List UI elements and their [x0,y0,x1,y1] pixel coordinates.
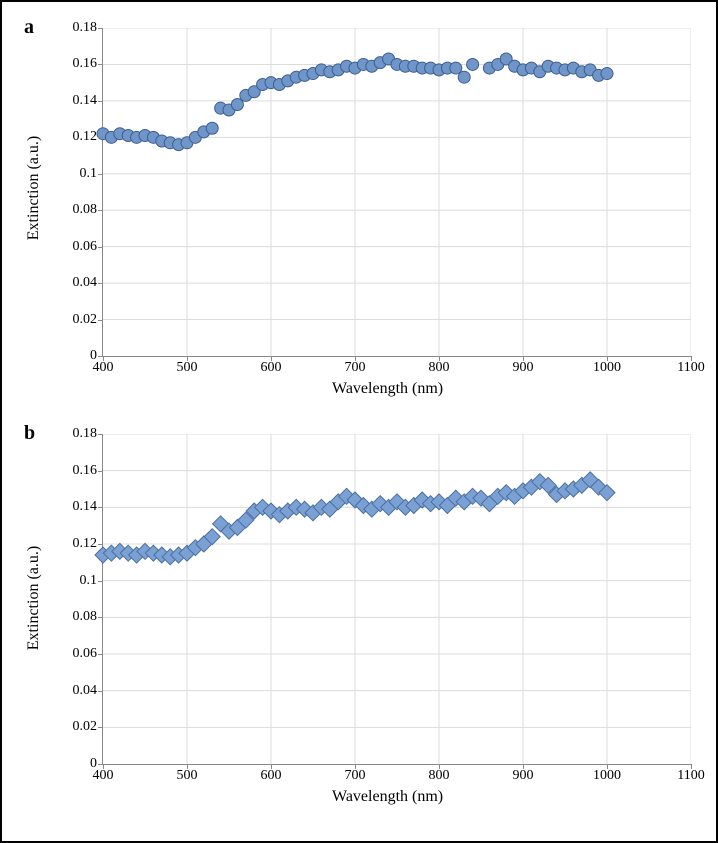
ytick-label: 0.14 [73,93,98,109]
ytick-mark [98,471,103,472]
figure-frame: a 00.020.040.060.080.10.120.140.160.1840… [0,0,718,843]
ytick-label: 0.04 [73,683,98,699]
panel-b-ylabel: Extinction (a.u.) [25,546,43,650]
ytick-label: 0.04 [73,275,98,291]
ytick-label: 0.06 [73,239,98,255]
ytick-mark [98,320,103,321]
panel-b-label-text: b [24,422,35,444]
xtick-label: 500 [177,360,198,376]
ytick-label: 0.08 [73,202,98,218]
ytick-label: 0.16 [73,463,98,479]
xtick-label: 600 [261,360,282,376]
panel-a-ylabel-text: Extinction (a.u.) [25,136,42,240]
ytick-mark [98,64,103,65]
ytick-label: 0.18 [73,426,98,442]
panel-a-xlabel-text: Wavelength (nm) [332,380,443,397]
ytick-mark [98,691,103,692]
panel-a-plot-area: 00.020.040.060.080.10.120.140.160.184005… [102,28,691,357]
panel-a-ylabel: Extinction (a.u.) [25,136,43,240]
xtick-label: 400 [93,360,114,376]
ytick-label: 0.08 [73,609,98,625]
ytick-mark [98,434,103,435]
panel-b-ylabel-text: Extinction (a.u.) [25,546,42,650]
xtick-label: 800 [429,768,450,784]
xtick-label: 900 [513,768,534,784]
panel-a-label-text: a [24,16,34,38]
data-marker [601,68,613,80]
xtick-label: 500 [177,768,198,784]
xtick-label: 600 [261,768,282,784]
ytick-label: 0.1 [80,166,98,182]
xtick-label: 800 [429,360,450,376]
ytick-label: 0.12 [73,129,98,145]
xtick-label: 1000 [593,768,621,784]
panel-b-xlabel-text: Wavelength (nm) [332,788,443,805]
xtick-label: 700 [345,360,366,376]
panel-a-markers [103,28,691,356]
panel-b-plot-area: 00.020.040.060.080.10.120.140.160.184005… [102,434,691,765]
ytick-label: 0.06 [73,646,98,662]
data-marker [458,71,470,83]
xtick-label: 1100 [677,360,704,376]
ytick-label: 0.18 [73,20,98,36]
ytick-mark [98,544,103,545]
ytick-label: 0.14 [73,499,98,515]
panel-a-label: a [24,16,34,39]
xtick-label: 900 [513,360,534,376]
ytick-label: 0.02 [73,312,98,328]
xtick-label: 1100 [677,768,704,784]
ytick-mark [98,210,103,211]
ytick-mark [98,654,103,655]
ytick-label: 0.02 [73,719,98,735]
data-marker [467,58,479,70]
data-marker [206,122,218,134]
ytick-mark [98,507,103,508]
ytick-mark [98,174,103,175]
xtick-label: 400 [93,768,114,784]
panel-a-xlabel: Wavelength (nm) [332,380,443,398]
ytick-mark [98,283,103,284]
ytick-mark [98,101,103,102]
ytick-label: 0.1 [80,573,98,589]
ytick-mark [98,28,103,29]
ytick-label: 0.12 [73,536,98,552]
ytick-mark [98,727,103,728]
ytick-mark [98,247,103,248]
ytick-mark [98,137,103,138]
xtick-label: 1000 [593,360,621,376]
ytick-mark [98,617,103,618]
panel-b-markers [103,434,691,764]
panel-b-xlabel: Wavelength (nm) [332,788,443,806]
xtick-label: 700 [345,768,366,784]
panel-b-label: b [24,422,35,445]
ytick-label: 0.16 [73,56,98,72]
ytick-mark [98,581,103,582]
